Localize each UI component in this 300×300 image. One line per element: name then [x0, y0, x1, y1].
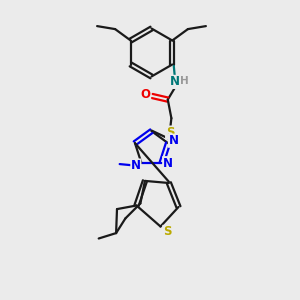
Text: H: H [180, 76, 189, 86]
Text: O: O [141, 88, 151, 101]
Text: S: S [163, 225, 171, 239]
Text: S: S [166, 126, 174, 139]
Text: N: N [163, 157, 173, 170]
Text: N: N [170, 75, 180, 88]
Text: N: N [131, 159, 141, 172]
Text: N: N [168, 134, 178, 147]
